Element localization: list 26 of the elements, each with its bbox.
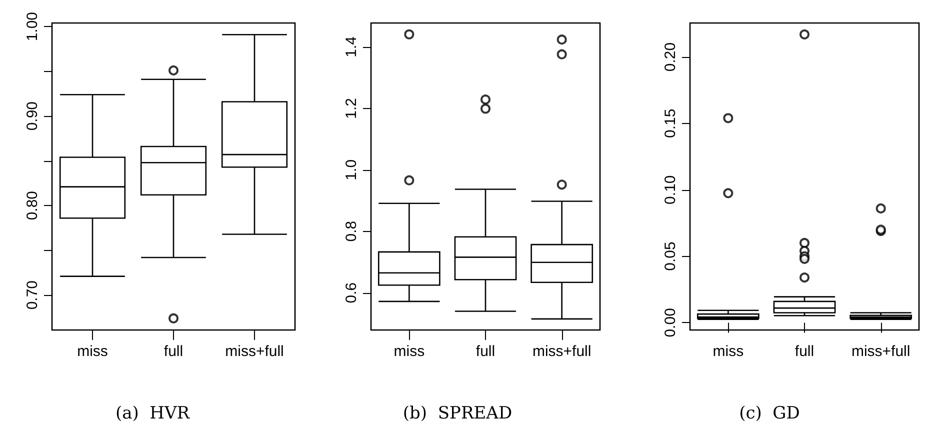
y-tick-label: 0.70: [24, 280, 41, 310]
text: (b) SPREAD: [402, 404, 512, 424]
y-tick-label: 0.00: [662, 308, 679, 338]
x-tick-label: miss: [77, 343, 108, 360]
x-tick-label: full: [164, 343, 184, 360]
y-tick-label: 0.20: [662, 42, 679, 72]
y-tick-label: 1.4: [343, 36, 360, 58]
text: (c) GD: [739, 404, 800, 424]
y-tick-label: 0.8: [343, 220, 360, 242]
y-tick-label: 1.2: [343, 98, 360, 119]
text: (a) HVR: [115, 404, 191, 424]
y-tick-label: 0.80: [24, 190, 41, 220]
y-tick-label: 0.05: [662, 242, 679, 271]
x-tick-label: miss+full: [851, 343, 910, 360]
y-tick-label: 0.90: [24, 101, 41, 131]
x-tick-label: full: [476, 343, 496, 360]
y-tick-label: 0.10: [662, 175, 679, 204]
x-tick-label: miss: [712, 343, 744, 360]
x-tick-label: miss: [394, 343, 425, 360]
x-tick-label: full: [794, 343, 814, 360]
x-tick-label: miss+full: [532, 343, 592, 360]
x-tick-label: miss+full: [225, 343, 284, 360]
y-tick-label: 0.6: [343, 282, 360, 304]
y-tick-label: 1.0: [343, 159, 360, 180]
y-tick-label: 0.15: [662, 108, 679, 138]
y-tick-label: 1.00: [24, 12, 41, 42]
